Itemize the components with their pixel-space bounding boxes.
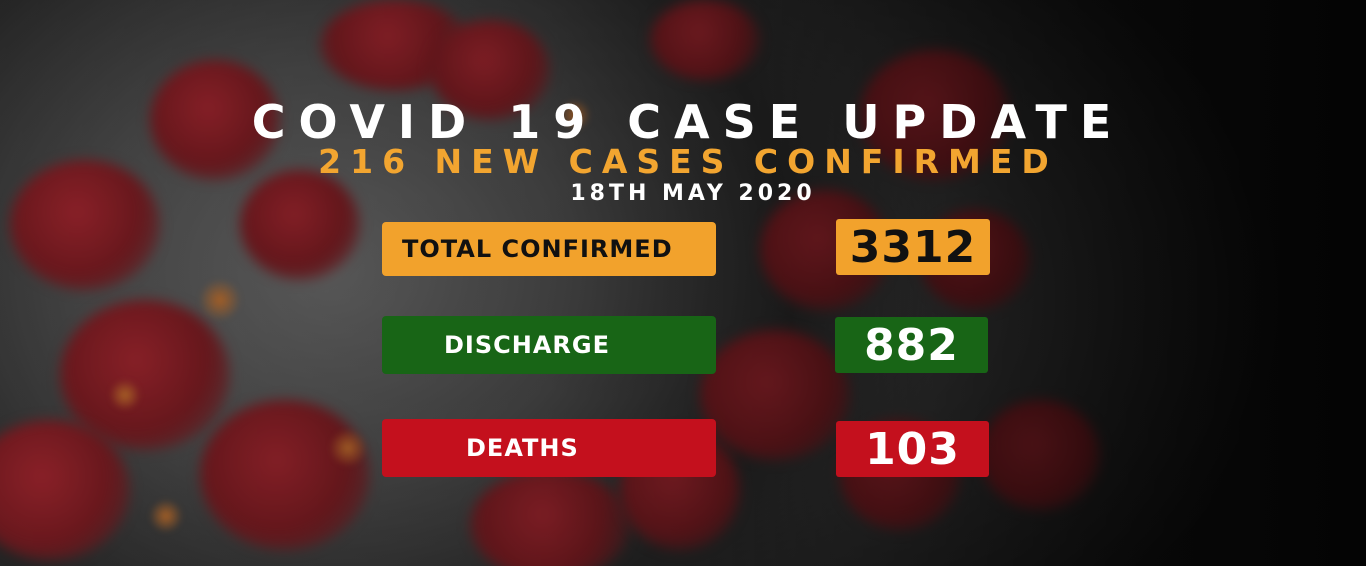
discharge-value-text: 882 (864, 319, 959, 371)
total-confirmed-label: TOTAL CONFIRMED (382, 222, 716, 276)
total-confirmed-value: 3312 (836, 219, 990, 275)
total-confirmed-label-text: TOTAL CONFIRMED (402, 235, 673, 263)
total-confirmed-value-text: 3312 (849, 221, 977, 273)
new-cases-subtitle: 216 NEW CASES CONFIRMED (318, 142, 1058, 181)
deaths-value-text: 103 (865, 423, 960, 475)
deaths-value: 103 (836, 421, 989, 477)
discharge-value: 882 (835, 317, 988, 373)
discharge-label: DISCHARGE (382, 316, 716, 374)
discharge-label-text: DISCHARGE (444, 331, 610, 359)
deaths-label-text: DEATHS (466, 434, 579, 462)
deaths-label: DEATHS (382, 419, 716, 477)
report-date: 18TH MAY 2020 (570, 181, 816, 206)
page-title: COVID 19 CASE UPDATE (251, 95, 1125, 149)
